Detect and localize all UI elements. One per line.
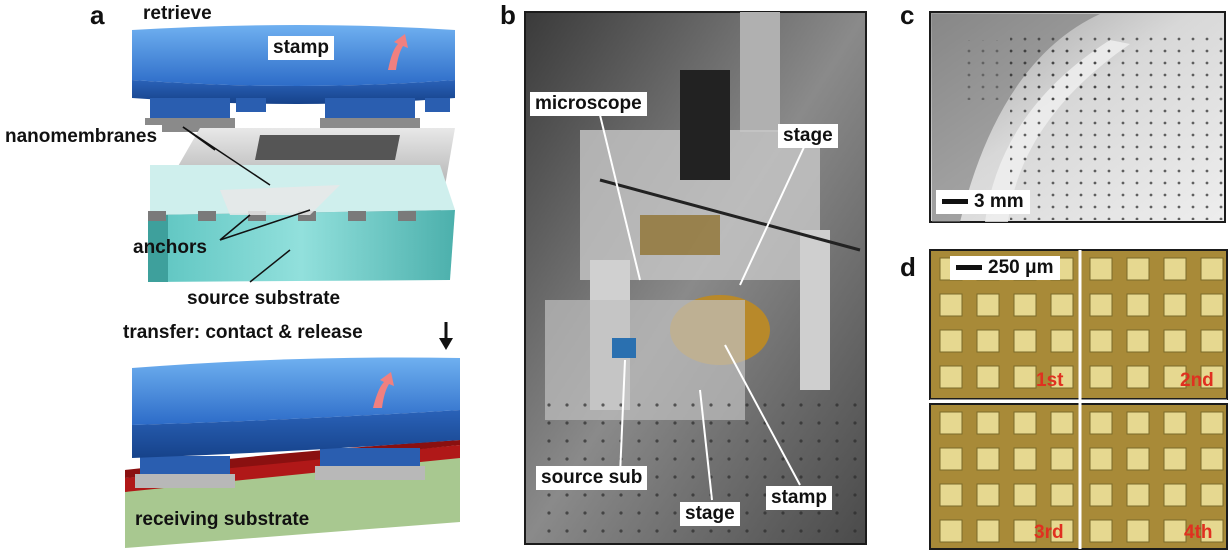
- micrograph-square: [1163, 257, 1187, 281]
- label-retrieve: retrieve: [143, 3, 212, 24]
- micrograph-square: [1163, 365, 1187, 389]
- source-substrate-block: [148, 126, 455, 283]
- scale-bar-text-c: 3 mm: [974, 191, 1024, 212]
- micrograph-square: [1163, 411, 1187, 435]
- micrograph-square: [1050, 519, 1074, 543]
- label-source-sub: source sub: [536, 466, 648, 490]
- down-arrow-icon: [439, 322, 453, 350]
- micrograph-square: [939, 293, 963, 317]
- micrograph-square: [1089, 365, 1113, 389]
- micrograph-square: [939, 365, 963, 389]
- panel-letter-b: b: [500, 0, 516, 30]
- tile-label-4th: 4th: [1184, 522, 1213, 543]
- micrograph-square: [1200, 329, 1224, 353]
- micrograph-square: [1163, 483, 1187, 507]
- micrograph-square: [976, 411, 1000, 435]
- micrograph-square: [1200, 447, 1224, 471]
- panel-letter-c: c: [900, 0, 915, 30]
- scale-bar-line-d: [956, 265, 982, 271]
- panel-letter-d: d: [900, 252, 916, 282]
- micrograph-square: [976, 483, 1000, 507]
- micrograph-square: [939, 411, 963, 435]
- label-source-substrate: source substrate: [182, 287, 346, 311]
- micrograph-square: [1050, 483, 1074, 507]
- label-transfer: transfer: contact & release: [123, 322, 363, 343]
- scale-bar-text-d: 250 μm: [988, 257, 1054, 278]
- micrograph-square: [1089, 293, 1113, 317]
- micrograph-square: [1200, 365, 1224, 389]
- micrograph-square: [1126, 411, 1150, 435]
- micrograph-square: [1200, 257, 1224, 281]
- label-nanomembranes: nanomembranes: [0, 125, 163, 149]
- label-receiving-substrate: receiving substrate: [135, 509, 310, 530]
- micrograph-square: [1013, 329, 1037, 353]
- micrograph-square: [939, 519, 963, 543]
- micrograph-square: [1200, 293, 1224, 317]
- tile-label-2nd: 2nd: [1180, 370, 1214, 391]
- panel-letter-a: a: [90, 0, 105, 30]
- micrograph-square: [1013, 293, 1037, 317]
- micrograph-square: [1163, 519, 1187, 543]
- micrograph-square: [1126, 257, 1150, 281]
- micrograph-square: [1013, 411, 1037, 435]
- label-stamp-b: stamp: [766, 486, 832, 510]
- micrograph-square: [976, 447, 1000, 471]
- micrograph-square: [1089, 483, 1113, 507]
- micrograph-square: [1200, 411, 1224, 435]
- label-microscope: microscope: [530, 92, 647, 116]
- retrieve-stamp: [132, 25, 455, 132]
- micrograph-square: [976, 329, 1000, 353]
- micrograph-square: [1013, 447, 1037, 471]
- micrograph-square: [1089, 447, 1113, 471]
- micrograph-square: [1126, 519, 1150, 543]
- micrograph-square: [1089, 257, 1113, 281]
- micrograph-square: [1126, 483, 1150, 507]
- micrograph-square: [1126, 293, 1150, 317]
- micrograph-square: [1163, 293, 1187, 317]
- micrograph-square: [939, 329, 963, 353]
- micrograph-square: [939, 483, 963, 507]
- micrograph-square: [1013, 365, 1037, 389]
- label-anchors: anchors: [133, 237, 207, 258]
- micrograph-square: [976, 293, 1000, 317]
- label-stage-top: stage: [778, 124, 838, 148]
- micrograph-square: [1050, 293, 1074, 317]
- micrograph-square: [1126, 447, 1150, 471]
- micrograph-square: [1163, 329, 1187, 353]
- micrograph-square: [1050, 447, 1074, 471]
- micrograph-square: [976, 519, 1000, 543]
- label-stamp-a: stamp: [268, 36, 334, 60]
- micrograph-square: [1089, 411, 1113, 435]
- micrograph-square: [1050, 365, 1074, 389]
- scale-bar-line-c: [942, 199, 968, 205]
- scale-bar-c: 3 mm: [936, 190, 1030, 214]
- micrograph-square: [1200, 483, 1224, 507]
- micrograph-square: [1126, 329, 1150, 353]
- tile-label-1st: 1st: [1036, 370, 1064, 391]
- micrograph-square: [1050, 411, 1074, 435]
- tile-label-3rd: 3rd: [1034, 522, 1064, 543]
- micrograph-square: [939, 447, 963, 471]
- micrograph-square: [1126, 365, 1150, 389]
- micrograph-square: [1089, 329, 1113, 353]
- transfer-stamp: [125, 357, 460, 548]
- micrograph-square: [1050, 329, 1074, 353]
- scale-bar-d: 250 μm: [950, 256, 1060, 280]
- micrograph-square: [1163, 447, 1187, 471]
- micrograph-square: [976, 365, 1000, 389]
- micrograph-square: [1200, 519, 1224, 543]
- micrograph-square: [1013, 483, 1037, 507]
- micrograph-square: [1089, 519, 1113, 543]
- micrograph-square: [1013, 519, 1037, 543]
- label-stage-bottom: stage: [680, 502, 740, 526]
